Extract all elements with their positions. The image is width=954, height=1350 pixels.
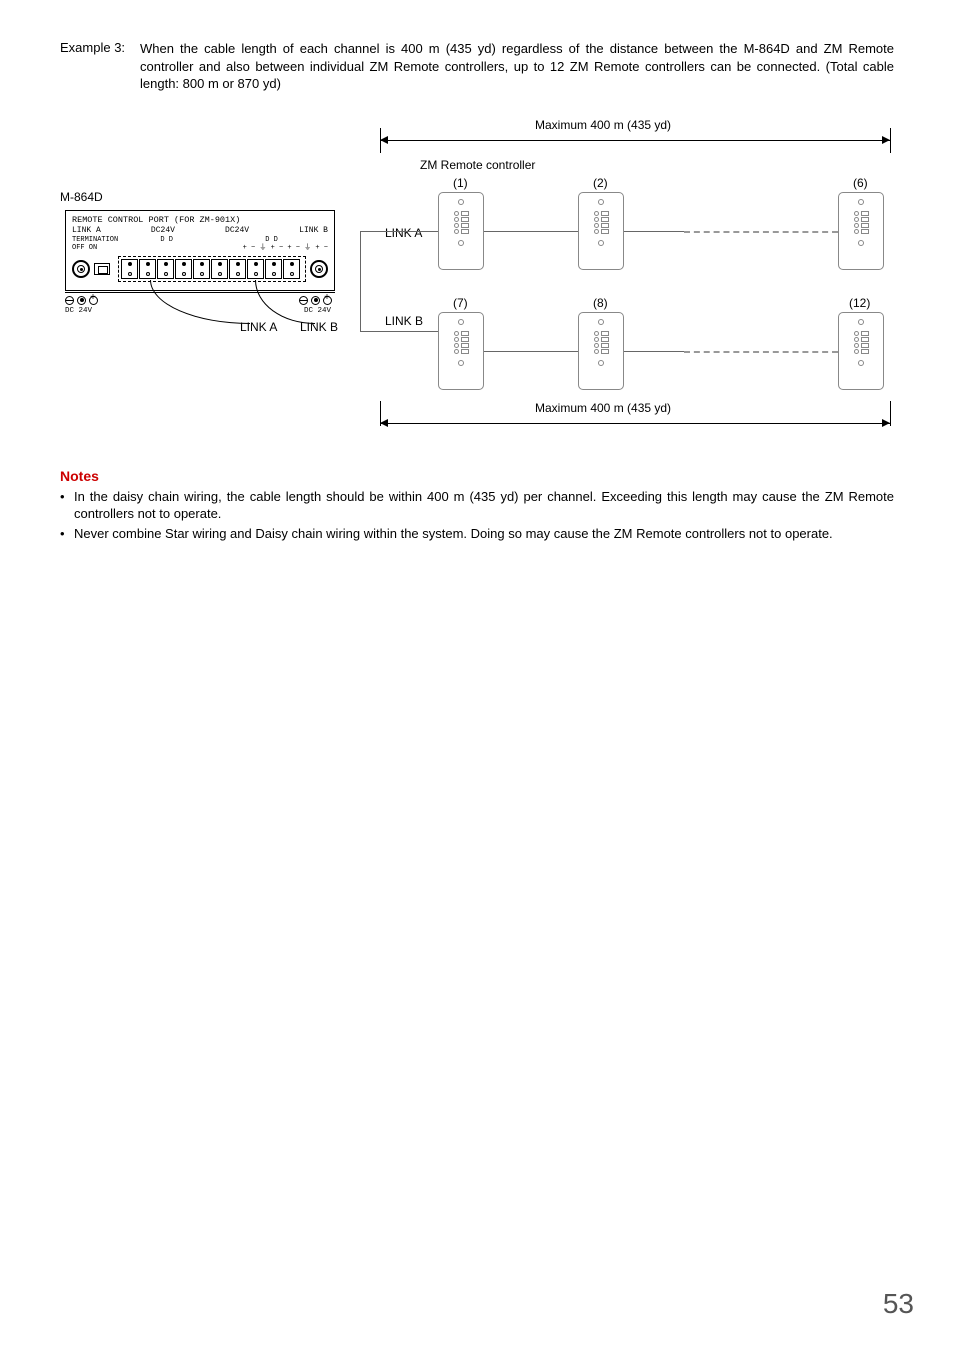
example-label: Example 3: [60,40,140,93]
tick [380,401,381,426]
panel-title: REMOTE CONTROL PORT (FOR ZM-901X) [72,216,328,225]
node-1-label: (1) [453,176,468,190]
vline [360,231,361,331]
dash [684,231,838,233]
zm-box-12 [838,312,884,390]
note-item: In the daisy chain wiring, the cable len… [74,488,894,523]
node-2-label: (2) [593,176,608,190]
m864d-panel: REMOTE CONTROL PORT (FOR ZM-901X) LINK A… [65,210,335,292]
conn [484,231,578,232]
callout-link-a: LINK A [240,320,277,334]
tick [890,128,891,153]
node-6-label: (6) [853,176,868,190]
bottom-span-arrow [380,423,890,424]
notes-list: In the daisy chain wiring, the cable len… [60,488,894,543]
zm-box-6 [838,192,884,270]
conn [624,231,684,232]
panel-dc24v: DC24V [151,227,175,236]
notes-section: Notes In the daisy chain wiring, the cab… [60,468,894,543]
zm-box-1 [438,192,484,270]
tick [890,401,891,426]
node-7-label: (7) [453,296,468,310]
dc-jack-left [65,296,98,305]
zm-title: ZM Remote controller [420,158,535,172]
conn [484,351,578,352]
conn [360,231,438,232]
panel-dd: D D [160,237,173,245]
zm-box-2 [578,192,624,270]
wiring-diagram: Maximum 400 m (435 yd) ZM Remote control… [60,118,894,438]
note-item: Never combine Star wiring and Daisy chai… [74,525,833,543]
node-8-label: (8) [593,296,608,310]
top-span-label: Maximum 400 m (435 yd) [535,118,671,132]
panel-link-b: LINK B [299,227,328,236]
dash [684,351,838,353]
bottom-span-label: Maximum 400 m (435 yd) [535,401,671,415]
example-block: Example 3: When the cable length of each… [60,40,894,93]
callout-a [150,280,250,324]
page-number: 53 [883,1288,914,1320]
tick [380,128,381,153]
link-b-label: LINK B [385,314,423,328]
zm-box-8 [578,312,624,390]
conn [360,331,438,332]
panel-offon: OFF ON [72,245,97,253]
top-span-arrow [380,140,890,141]
panel-termination: TERMINATION [72,237,118,245]
dc-label-left: DC 24V [65,307,92,315]
link-a-label: LINK A [385,226,422,240]
callout-b [255,280,315,324]
panel-link-a: LINK A [72,227,101,236]
node-12-label: (12) [849,296,870,310]
callout-link-b: LINK B [300,320,338,334]
panel-dc24v: DC24V [225,227,249,236]
zm-box-7 [438,312,484,390]
m864d-label: M-864D [60,190,103,204]
conn [624,351,684,352]
example-text: When the cable length of each channel is… [140,40,894,93]
notes-heading: Notes [60,468,894,484]
